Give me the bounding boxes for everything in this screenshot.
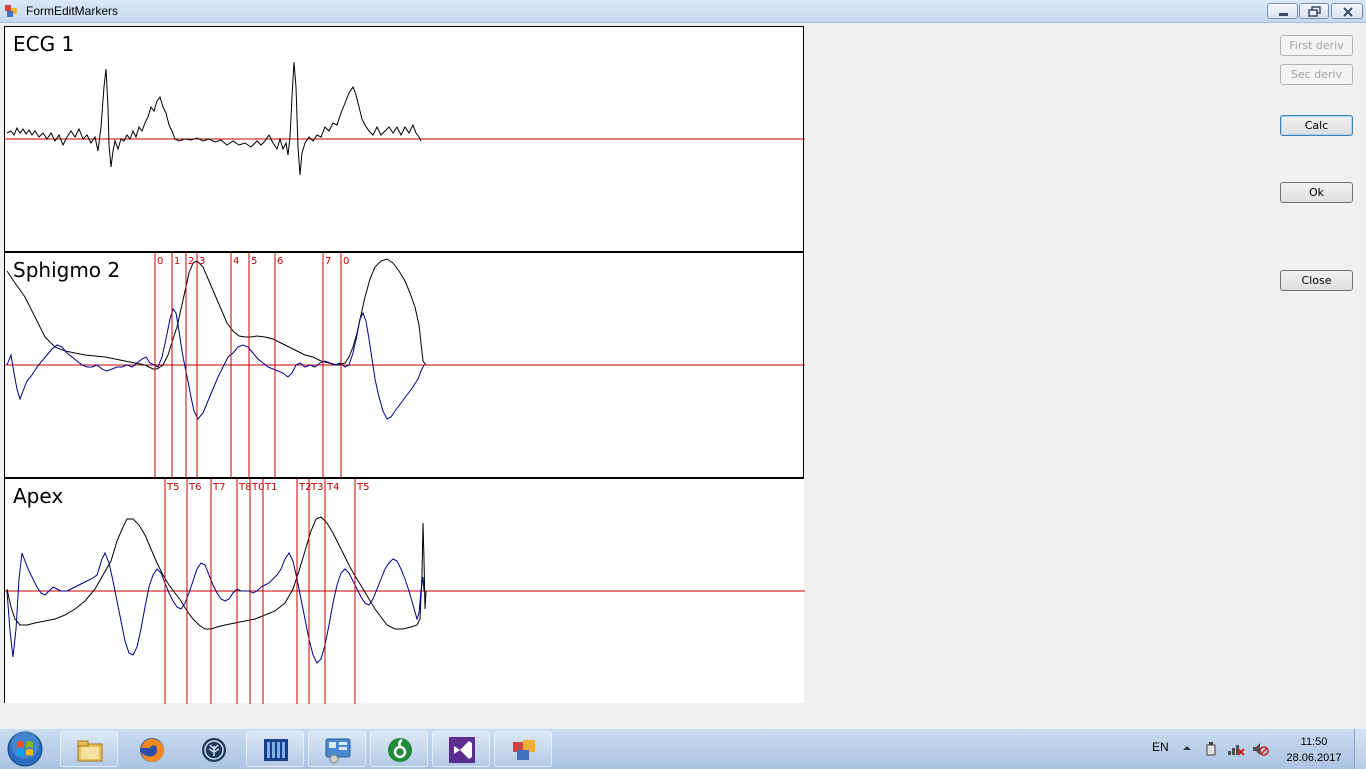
show-hidden-icons-icon[interactable] (1182, 741, 1192, 755)
taskbar-item-network-app[interactable] (184, 731, 242, 767)
language-indicator[interactable]: EN (1152, 740, 1169, 754)
apex-marker-label: T4 (326, 482, 339, 493)
taskbar-item-explorer[interactable] (60, 731, 118, 767)
apex-marker-group[interactable]: T5 T6 T7 T8 T0 T1 T2 T3 T4 T5 (164, 479, 369, 704)
start-button[interactable] (6, 730, 44, 768)
apex-plot: T5 T6 T7 T8 T0 T1 T2 T3 T4 T5 (5, 479, 805, 704)
sphigmo-marker-label: 0 (157, 256, 163, 267)
first-deriv-button[interactable]: First deriv (1280, 35, 1353, 56)
apex-marker-label: T1 (264, 482, 277, 493)
sphigmo-marker-label: 6 (277, 256, 283, 267)
apex-marker-label: T5 (356, 482, 369, 493)
usb-device-icon[interactable] (1204, 741, 1218, 757)
taskbar-item-control-panel[interactable] (308, 731, 366, 767)
apex-derivative-line (6, 551, 425, 664)
green-app-icon (388, 738, 412, 762)
network-app-icon (202, 738, 226, 762)
app-icon (5, 5, 17, 17)
network-status-icon[interactable] (1227, 741, 1245, 757)
file-explorer-icon (77, 740, 103, 762)
minimize-button[interactable] (1267, 3, 1298, 19)
taskbar: EN 11:50 28.06.2017 (0, 728, 1366, 769)
close-icon (1343, 7, 1353, 17)
firefox-icon (140, 738, 164, 762)
clock-time: 11:50 (1300, 736, 1328, 748)
form-app-icon (513, 740, 535, 760)
taskbar-item-form-app[interactable] (494, 731, 552, 767)
ecg-label: ECG 1 (13, 32, 75, 56)
apex-marker-label: T6 (188, 482, 201, 493)
sphigmo-marker-label: 7 (325, 256, 331, 267)
restore-icon (1308, 6, 1321, 17)
taskbar-item-green-app[interactable] (370, 731, 428, 767)
sphigmo-signal-line (6, 258, 427, 370)
sphigmo-marker-label: 2 (188, 256, 194, 267)
control-panel-icon (325, 738, 351, 764)
sphigmo-marker-label: 4 (233, 256, 239, 267)
archive-app-icon (264, 739, 288, 761)
sphigmo-marker-label: 0 (343, 256, 349, 267)
close-button[interactable]: Close (1280, 270, 1353, 291)
apex-chart-panel[interactable]: T5 T6 T7 T8 T0 T1 T2 T3 T4 T5 Apex (4, 478, 805, 704)
ecg-plot (5, 61, 805, 176)
sec-deriv-button[interactable]: Sec deriv (1280, 64, 1353, 85)
apex-marker-label: T8 (238, 482, 251, 493)
title-bar: FormEditMarkers (0, 0, 1366, 23)
apex-marker-label: T7 (212, 482, 225, 493)
apex-marker-label: T0 (251, 482, 264, 493)
sphigmo-marker-label: 3 (199, 256, 205, 267)
taskbar-item-firefox[interactable] (122, 731, 180, 767)
calc-button[interactable]: Calc (1280, 115, 1353, 136)
apex-label: Apex (13, 484, 64, 508)
apex-marker-label: T3 (310, 482, 323, 493)
ecg-chart-panel[interactable]: ECG 1 (4, 26, 805, 252)
restore-button[interactable] (1299, 3, 1329, 19)
sphigmo-marker-label: 5 (251, 256, 257, 267)
sphigmo-marker-label: 1 (174, 256, 180, 267)
sphigmo-label: Sphigmo 2 (13, 258, 121, 282)
ecg-signal-line (6, 61, 422, 176)
minimize-icon (1279, 13, 1288, 16)
apex-marker-label: T5 (166, 482, 179, 493)
taskbar-item-archive-app[interactable] (246, 731, 304, 767)
apex-signal-line (6, 516, 427, 630)
ok-button[interactable]: Ok (1280, 182, 1353, 203)
volume-muted-icon[interactable] (1251, 741, 1269, 757)
close-window-button[interactable] (1331, 3, 1363, 19)
apex-marker-label: T2 (298, 482, 311, 493)
visual-studio-icon (449, 737, 475, 763)
sphigmo-derivative-line (6, 307, 425, 420)
clock-date: 28.06.2017 (1286, 752, 1342, 764)
taskbar-item-visual-studio[interactable] (432, 731, 490, 767)
system-clock[interactable]: 11:50 28.06.2017 (1278, 734, 1350, 766)
show-desktop-button[interactable] (1354, 729, 1366, 769)
window-title: FormEditMarkers (26, 4, 119, 18)
